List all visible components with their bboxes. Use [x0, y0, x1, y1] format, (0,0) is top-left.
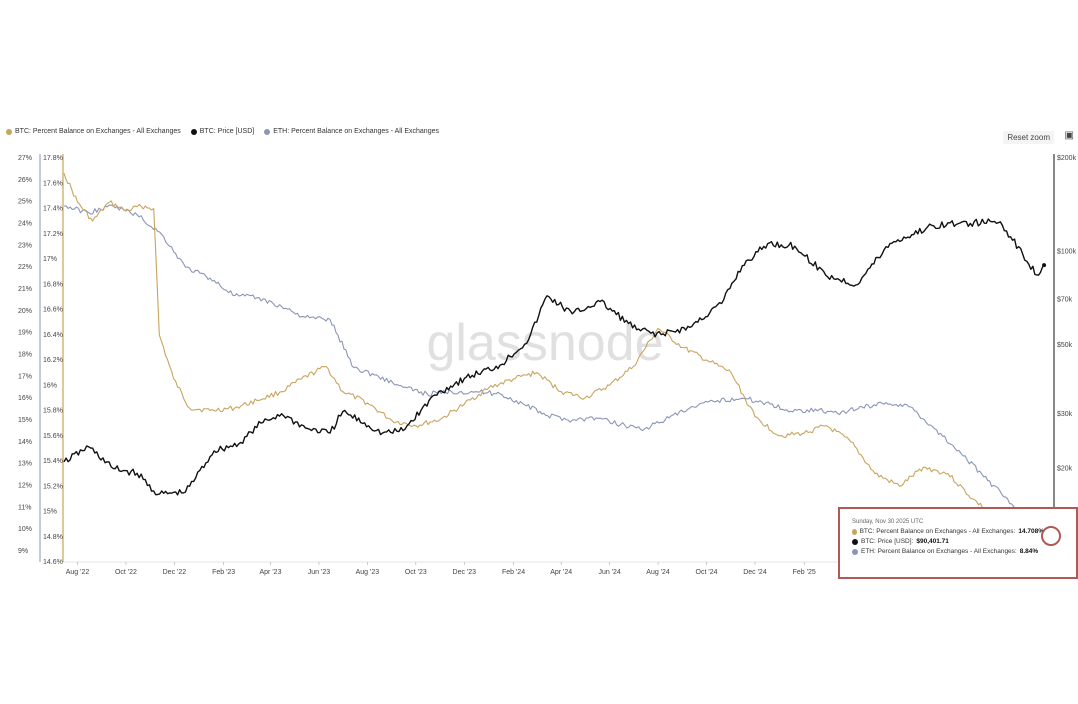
x-axis-tick-label: Aug '24 [646, 569, 670, 576]
eth-axis-tick-label: 25% [18, 199, 32, 206]
x-axis-tick-label: Feb '23 [212, 569, 235, 576]
eth-axis-tick-label: 16% [18, 395, 32, 402]
x-axis-tick-label: Apr '24 [550, 569, 572, 576]
eth-axis-tick-label: 19% [18, 330, 32, 337]
tooltip-box: Sunday, Nov 30 2025 UTC BTC: Percent Bal… [838, 507, 1078, 579]
x-axis-tick-label: Feb '24 [502, 569, 525, 576]
x-axis-tick-label: Dec '24 [743, 569, 767, 576]
eth-axis-tick-label: 26% [18, 177, 32, 184]
btc-balance-axis-tick-label: 15.4% [43, 458, 63, 465]
price-axis-tick-label: $30k [1057, 411, 1073, 418]
eth-axis-tick-label: 21% [18, 286, 32, 293]
price-axis-tick-label: $20k [1057, 466, 1073, 473]
tooltip-value-eth-balance: 8.84% [1019, 548, 1039, 555]
btc-balance-axis-tick-label: 16.2% [43, 357, 63, 364]
tooltip-value-btc-price: $90,401.71 [916, 538, 949, 545]
btc-balance-axis-tick-label: 14.8% [43, 534, 63, 541]
btc-balance-axis-tick-label: 17.8% [43, 155, 63, 162]
btc-balance-axis-tick-label: 16.8% [43, 281, 63, 288]
eth-axis-tick-label: 24% [18, 221, 32, 228]
btc-balance-axis-tick-label: 17% [43, 256, 57, 263]
watermark-text: glassnode [426, 314, 663, 372]
eth-axis-tick-label: 22% [18, 264, 32, 271]
legend-swatch-eth-balance [264, 128, 271, 135]
tooltip-label-btc-price: BTC: Price [USD]: [861, 538, 914, 545]
tooltip-row-btc-balance: BTC: Percent Balance on Exchanges - All … [852, 527, 1044, 537]
btc-balance-axis-tick-label: 15.2% [43, 483, 63, 490]
legend-swatch-btc-price [190, 128, 197, 135]
eth-axis-tick-label: 12% [18, 483, 32, 490]
eth-axis-tick-label: 14% [18, 439, 32, 446]
eth-axis-tick-label: 15% [18, 417, 32, 424]
tooltip-label-eth-balance: ETH: Percent Balance on Exchanges - All … [861, 548, 1017, 555]
btc-balance-axis-tick-label: 14.6% [43, 559, 63, 566]
x-axis-tick-label: Aug '23 [356, 569, 380, 576]
series-endpoint-btc-price [1042, 263, 1047, 268]
tooltip-row-eth-balance: ETH: Percent Balance on Exchanges - All … [852, 547, 1044, 557]
x-axis-tick-label: Jun '23 [308, 569, 330, 576]
btc-balance-axis-tick-label: 15.6% [43, 433, 63, 440]
price-axis-tick-label: $70k [1057, 297, 1073, 304]
btc-balance-axis-tick-label: 17.2% [43, 231, 63, 238]
eth-axis-tick-label: 9% [18, 548, 28, 555]
eth-axis-tick-label: 11% [18, 504, 32, 511]
chart-frame: BTC: Percent Balance on Exchanges - All … [0, 118, 1078, 592]
eth-axis-tick-label: 18% [18, 352, 32, 359]
legend-label-btc-balance: BTC: Percent Balance on Exchanges - All … [15, 128, 181, 135]
x-axis-tick-label: Oct '24 [696, 569, 718, 576]
legend-item-btc-balance[interactable]: BTC: Percent Balance on Exchanges - All … [6, 128, 181, 135]
reset-zoom-button[interactable]: Reset zoom [1003, 131, 1054, 144]
btc-balance-axis-tick-label: 16.6% [43, 307, 63, 314]
btc-balance-axis-tick-label: 15.8% [43, 408, 63, 415]
btc-balance-axis-tick-label: 16% [43, 382, 57, 389]
legend-item-btc-price[interactable]: BTC: Price [USD] [190, 128, 255, 135]
price-axis-tick-label: $100k [1057, 248, 1077, 255]
x-axis-tick-label: Apr '23 [260, 569, 282, 576]
legend-label-eth-balance: ETH: Percent Balance on Exchanges - All … [273, 128, 439, 135]
series-line-eth-balance [63, 204, 1045, 555]
x-axis-tick-label: Oct '22 [115, 569, 137, 576]
tooltip-date: Sunday, Nov 30 2025 UTC [852, 519, 924, 525]
price-axis-tick-label: $50k [1057, 342, 1073, 349]
camera-icon[interactable]: ▣ [1064, 130, 1074, 141]
x-axis-tick-label: Feb '25 [793, 569, 816, 576]
btc-balance-axis-tick-label: 17.6% [43, 180, 63, 187]
chart-legend: BTC: Percent Balance on Exchanges - All … [6, 128, 439, 135]
x-axis-tick-label: Dec '22 [163, 569, 187, 576]
highlight-circle [1041, 526, 1061, 546]
legend-swatch-btc-balance [6, 128, 12, 135]
series-line-btc-price [63, 218, 1045, 496]
tooltip-swatch-btc-balance [852, 529, 857, 535]
x-axis-tick-label: Dec '23 [453, 569, 477, 576]
eth-axis-tick-label: 20% [18, 308, 32, 315]
legend-label-btc-price: BTC: Price [USD] [199, 128, 255, 135]
eth-axis-tick-label: 17% [18, 373, 32, 380]
btc-balance-axis-tick-label: 17.4% [43, 206, 63, 213]
tooltip-row-btc-price: BTC: Price [USD]: $90,401.71 [852, 537, 1044, 547]
series-line-btc-balance [63, 173, 1045, 550]
btc-balance-axis-tick-label: 15% [43, 509, 57, 516]
price-axis-tick-label: $200k [1057, 155, 1077, 162]
legend-item-eth-balance[interactable]: ETH: Percent Balance on Exchanges - All … [264, 128, 439, 135]
tooltip-value-btc-balance: 14.708% [1018, 528, 1044, 535]
btc-balance-axis-tick-label: 16.4% [43, 332, 63, 339]
tooltip-swatch-btc-price [852, 539, 858, 545]
tooltip-label-btc-balance: BTC: Percent Balance on Exchanges - All … [859, 528, 1016, 535]
eth-axis-tick-label: 27% [18, 155, 32, 162]
tooltip-content: Sunday, Nov 30 2025 UTC BTC: Percent Bal… [852, 517, 1044, 557]
x-axis-tick-label: Aug '22 [66, 569, 90, 576]
tooltip-swatch-eth-balance [852, 549, 858, 555]
eth-axis-tick-label: 10% [18, 526, 32, 533]
x-axis-tick-label: Oct '23 [405, 569, 427, 576]
x-axis-tick-label: Jun '24 [598, 569, 620, 576]
eth-axis-tick-label: 23% [18, 242, 32, 249]
eth-axis-tick-label: 13% [18, 461, 32, 468]
